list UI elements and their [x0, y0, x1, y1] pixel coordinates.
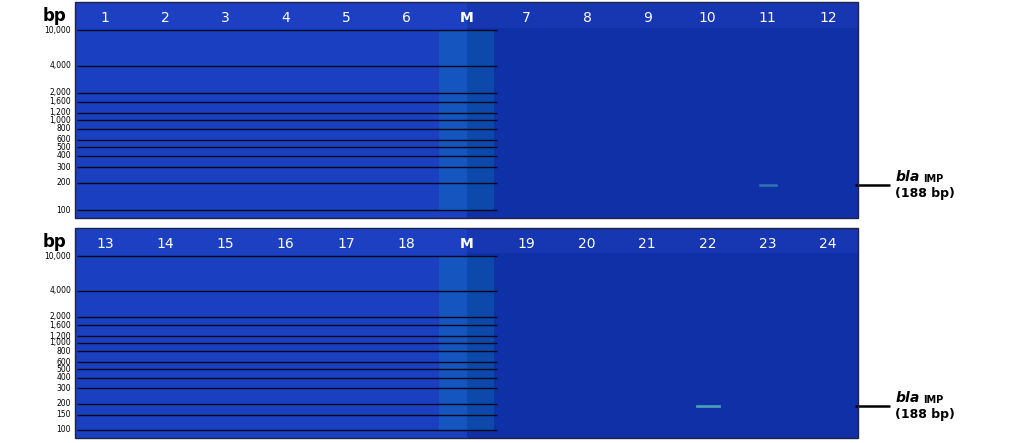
- Text: 2,000: 2,000: [49, 312, 71, 321]
- Text: 1,200: 1,200: [49, 109, 71, 117]
- Text: 4,000: 4,000: [49, 61, 71, 70]
- Text: 15: 15: [216, 237, 235, 251]
- Text: $\mathbfit{bla}$: $\mathbfit{bla}$: [895, 390, 920, 405]
- Bar: [467, 228, 858, 438]
- Text: 400: 400: [57, 152, 71, 160]
- Text: 20: 20: [578, 237, 595, 251]
- Text: 16: 16: [277, 237, 295, 251]
- Bar: [75, 2, 858, 28]
- Text: 800: 800: [57, 347, 71, 356]
- Text: 12: 12: [819, 11, 836, 25]
- Text: 23: 23: [759, 237, 777, 251]
- Text: 1,600: 1,600: [49, 321, 71, 330]
- Text: 4,000: 4,000: [49, 286, 71, 295]
- Text: 500: 500: [57, 143, 71, 152]
- Text: 8: 8: [583, 11, 591, 25]
- Text: 10: 10: [698, 11, 716, 25]
- Text: 18: 18: [398, 237, 415, 251]
- Text: 24: 24: [819, 237, 836, 251]
- Text: 300: 300: [57, 163, 71, 171]
- Bar: [75, 2, 858, 218]
- Bar: [75, 2, 858, 218]
- Text: 4: 4: [281, 11, 290, 25]
- Text: IMP: IMP: [923, 395, 943, 405]
- Text: M: M: [459, 237, 474, 251]
- Text: bp: bp: [43, 233, 67, 251]
- Text: 5: 5: [342, 11, 350, 25]
- Text: 200: 200: [57, 179, 71, 187]
- Text: 100: 100: [57, 425, 71, 435]
- Text: 200: 200: [57, 399, 71, 408]
- Text: 2,000: 2,000: [49, 89, 71, 97]
- Text: (188 bp): (188 bp): [895, 408, 955, 421]
- Text: 2: 2: [161, 11, 170, 25]
- Text: 500: 500: [57, 365, 71, 374]
- Text: 10,000: 10,000: [44, 252, 71, 260]
- Text: 1,000: 1,000: [49, 338, 71, 347]
- Text: 6: 6: [402, 11, 411, 25]
- Text: 13: 13: [96, 237, 114, 251]
- Bar: [75, 228, 858, 438]
- Text: 300: 300: [57, 384, 71, 393]
- Text: bp: bp: [43, 7, 67, 25]
- Text: IMP: IMP: [923, 175, 943, 184]
- Text: 10,000: 10,000: [44, 26, 71, 35]
- Text: 800: 800: [57, 124, 71, 133]
- Bar: [75, 228, 858, 438]
- Text: 21: 21: [639, 237, 656, 251]
- Text: 1,000: 1,000: [49, 116, 71, 124]
- Text: 7: 7: [522, 11, 531, 25]
- Text: 600: 600: [57, 136, 71, 144]
- Text: 100: 100: [57, 206, 71, 214]
- Text: 11: 11: [759, 11, 777, 25]
- Text: 1,600: 1,600: [49, 97, 71, 106]
- Bar: [440, 30, 493, 210]
- Text: 9: 9: [643, 11, 652, 25]
- Text: M: M: [459, 11, 474, 25]
- Text: 14: 14: [157, 237, 174, 251]
- Text: 17: 17: [337, 237, 355, 251]
- Text: $\mathbfit{bla}$: $\mathbfit{bla}$: [895, 169, 920, 184]
- Text: 150: 150: [57, 410, 71, 419]
- Text: 600: 600: [57, 358, 71, 367]
- Bar: [75, 228, 858, 253]
- Text: 1,200: 1,200: [49, 332, 71, 341]
- Text: 3: 3: [221, 11, 230, 25]
- Text: (188 bp): (188 bp): [895, 187, 955, 200]
- Text: 400: 400: [57, 373, 71, 382]
- Text: 22: 22: [698, 237, 716, 251]
- Text: 19: 19: [518, 237, 536, 251]
- Text: 1: 1: [101, 11, 109, 25]
- Bar: [440, 256, 493, 430]
- Bar: [467, 2, 858, 218]
